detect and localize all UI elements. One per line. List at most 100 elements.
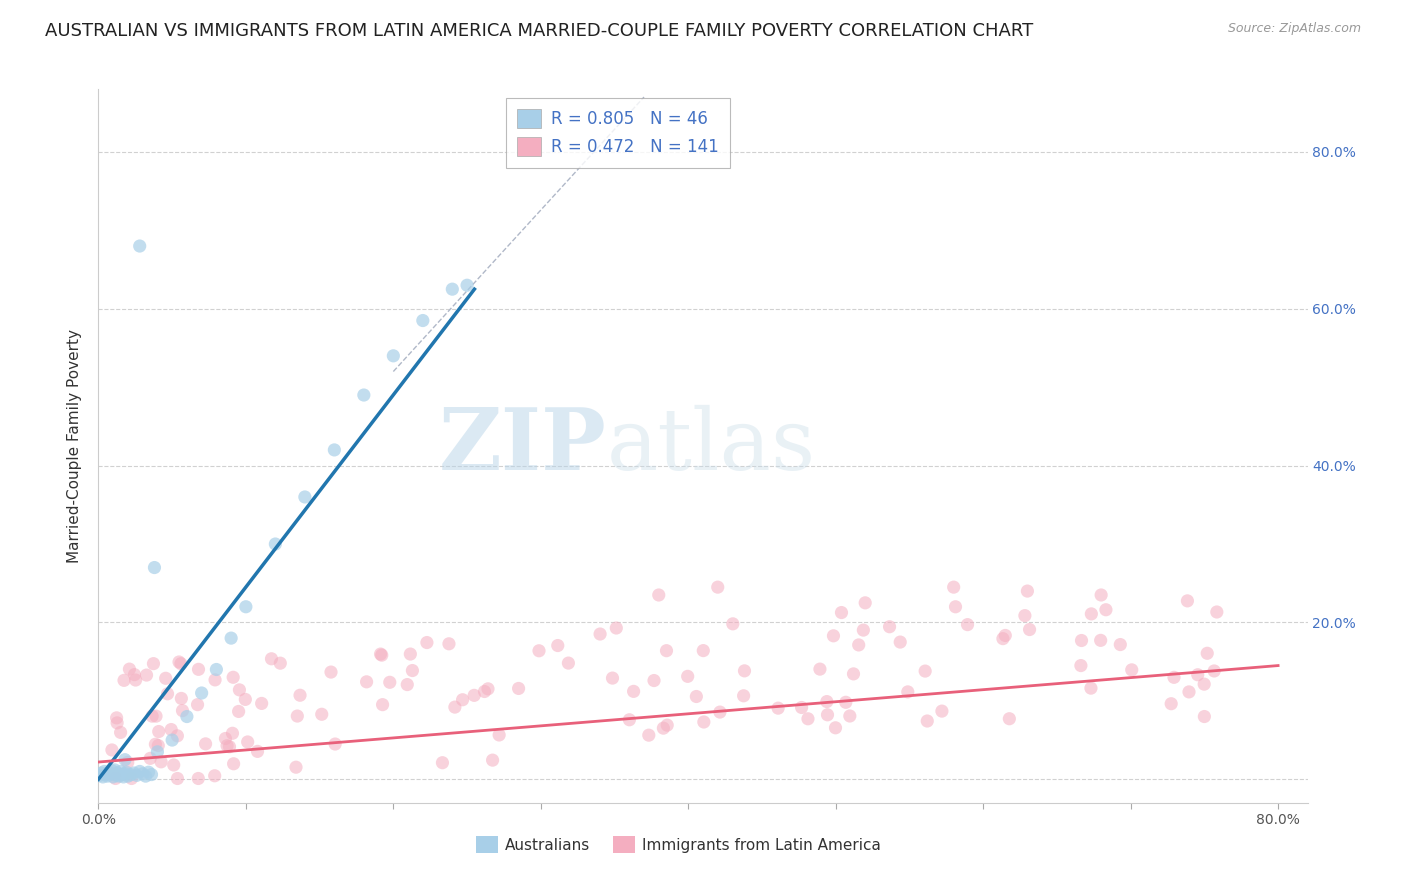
Point bbox=[118, 662, 141, 676]
Point bbox=[104, 763, 127, 777]
Point bbox=[285, 709, 308, 723]
Point bbox=[107, 766, 129, 780]
Point bbox=[236, 735, 259, 749]
Point bbox=[228, 705, 250, 719]
Point bbox=[766, 701, 789, 715]
Point bbox=[1080, 681, 1102, 695]
Point bbox=[176, 709, 198, 723]
Point bbox=[204, 673, 226, 687]
Point bbox=[356, 674, 378, 689]
Point bbox=[931, 704, 953, 718]
Point bbox=[589, 627, 612, 641]
Point bbox=[481, 753, 503, 767]
Point bbox=[994, 628, 1017, 642]
Point bbox=[233, 692, 256, 706]
Point bbox=[557, 656, 579, 670]
Point bbox=[91, 770, 114, 784]
Point bbox=[547, 639, 569, 653]
Point bbox=[190, 686, 212, 700]
Point bbox=[401, 664, 423, 678]
Point bbox=[142, 657, 165, 671]
Point bbox=[105, 715, 128, 730]
Point bbox=[170, 657, 193, 671]
Point bbox=[222, 670, 245, 684]
Point bbox=[117, 769, 139, 783]
Point bbox=[294, 490, 316, 504]
Point bbox=[125, 768, 148, 782]
Point bbox=[378, 675, 401, 690]
Point bbox=[1121, 663, 1143, 677]
Point bbox=[114, 753, 136, 767]
Point bbox=[808, 662, 831, 676]
Point bbox=[148, 739, 170, 753]
Point bbox=[956, 617, 979, 632]
Point bbox=[319, 665, 342, 679]
Point bbox=[998, 712, 1021, 726]
Point bbox=[135, 668, 157, 682]
Point bbox=[155, 671, 177, 685]
Point bbox=[734, 664, 756, 678]
Point bbox=[1070, 658, 1092, 673]
Point bbox=[187, 662, 209, 676]
Point bbox=[141, 767, 163, 781]
Point bbox=[852, 623, 875, 637]
Point bbox=[370, 647, 392, 661]
Point bbox=[830, 606, 852, 620]
Point bbox=[879, 620, 901, 634]
Point bbox=[145, 737, 167, 751]
Point bbox=[605, 621, 627, 635]
Point bbox=[1109, 638, 1132, 652]
Y-axis label: Married-Couple Family Poverty: Married-Couple Family Poverty bbox=[67, 329, 83, 563]
Point bbox=[623, 684, 645, 698]
Point bbox=[416, 635, 439, 649]
Point bbox=[1163, 670, 1185, 684]
Point bbox=[108, 769, 131, 783]
Point bbox=[1192, 677, 1215, 691]
Point bbox=[89, 768, 111, 782]
Point bbox=[655, 643, 678, 657]
Point bbox=[112, 770, 135, 784]
Point bbox=[1017, 584, 1039, 599]
Point bbox=[823, 629, 845, 643]
Point bbox=[657, 718, 679, 732]
Point bbox=[121, 772, 143, 786]
Point bbox=[508, 681, 530, 696]
Point bbox=[264, 537, 287, 551]
Point bbox=[733, 689, 755, 703]
Point bbox=[824, 721, 846, 735]
Point bbox=[145, 709, 167, 723]
Point bbox=[790, 700, 813, 714]
Point bbox=[221, 726, 243, 740]
Point bbox=[1160, 697, 1182, 711]
Point bbox=[163, 758, 186, 772]
Point bbox=[1018, 623, 1040, 637]
Point bbox=[527, 644, 550, 658]
Text: AUSTRALIAN VS IMMIGRANTS FROM LATIN AMERICA MARRIED-COUPLE FAMILY POVERTY CORREL: AUSTRALIAN VS IMMIGRANTS FROM LATIN AMER… bbox=[45, 22, 1033, 40]
Point bbox=[124, 673, 146, 687]
Point bbox=[915, 714, 938, 728]
Point bbox=[219, 631, 242, 645]
Point bbox=[96, 769, 118, 783]
Point bbox=[477, 681, 499, 696]
Point bbox=[371, 648, 394, 662]
Point bbox=[441, 282, 464, 296]
Point bbox=[97, 765, 120, 780]
Point bbox=[853, 596, 876, 610]
Point bbox=[897, 685, 920, 699]
Point bbox=[138, 765, 160, 780]
Point bbox=[104, 772, 127, 786]
Point bbox=[117, 756, 139, 770]
Point bbox=[111, 767, 134, 781]
Point bbox=[105, 768, 128, 782]
Point bbox=[914, 664, 936, 678]
Point bbox=[1095, 603, 1118, 617]
Point bbox=[1194, 709, 1216, 723]
Point bbox=[945, 599, 967, 614]
Point bbox=[676, 669, 699, 683]
Point bbox=[235, 599, 257, 614]
Point bbox=[187, 772, 209, 786]
Point bbox=[652, 721, 675, 735]
Point bbox=[141, 709, 163, 723]
Point bbox=[115, 765, 138, 780]
Point bbox=[1178, 685, 1201, 699]
